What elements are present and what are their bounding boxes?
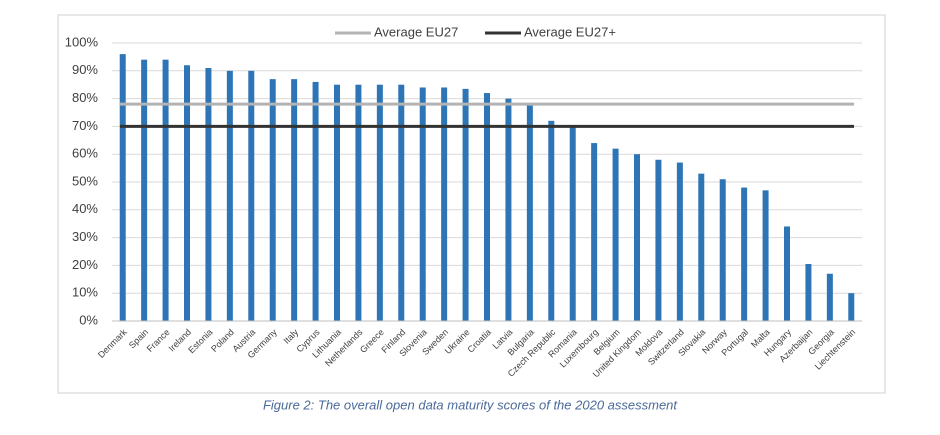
bar xyxy=(269,79,276,321)
legend-label: Average EU27+ xyxy=(524,24,616,39)
bar xyxy=(762,190,769,321)
bar xyxy=(226,70,233,321)
bar xyxy=(676,162,683,321)
y-tick-label: 30% xyxy=(72,229,98,244)
bar xyxy=(548,120,555,321)
y-tick-label: 100% xyxy=(65,34,99,49)
y-tick-label: 50% xyxy=(72,173,98,188)
bar xyxy=(184,65,190,322)
bar xyxy=(419,87,426,321)
bar xyxy=(291,79,298,321)
bar xyxy=(848,293,855,321)
bar xyxy=(334,84,340,321)
bar xyxy=(655,159,662,321)
bar xyxy=(826,273,833,321)
bar xyxy=(612,148,619,321)
chart-frame xyxy=(57,14,886,394)
bar xyxy=(805,264,812,321)
bar xyxy=(462,88,469,322)
bar xyxy=(741,187,748,321)
bar xyxy=(162,59,169,322)
bar xyxy=(312,81,319,321)
y-tick-label: 60% xyxy=(72,146,98,161)
y-tick-label: 70% xyxy=(72,118,98,133)
y-tick-label: 90% xyxy=(72,62,98,77)
bar xyxy=(205,68,212,322)
bar xyxy=(355,84,362,321)
bar xyxy=(484,93,490,321)
bar xyxy=(698,173,705,321)
caption: Figure 2: The overall open data maturity… xyxy=(263,397,678,412)
y-tick-label: 0% xyxy=(79,312,98,327)
bar xyxy=(248,70,255,321)
y-tick-label: 80% xyxy=(72,90,98,105)
bar xyxy=(569,126,576,322)
bar xyxy=(398,84,405,321)
bar xyxy=(634,154,640,321)
bar xyxy=(526,104,533,321)
bar xyxy=(141,59,148,322)
y-tick-label: 10% xyxy=(72,285,98,300)
y-tick-label: 20% xyxy=(72,257,98,272)
legend-label: Average EU27 xyxy=(374,24,458,39)
bar xyxy=(505,98,512,321)
bar xyxy=(591,143,598,321)
bar xyxy=(784,226,790,321)
bar xyxy=(441,87,448,321)
bar xyxy=(376,84,383,321)
bar xyxy=(119,54,126,322)
bar xyxy=(719,179,726,321)
y-tick-label: 40% xyxy=(72,201,98,216)
